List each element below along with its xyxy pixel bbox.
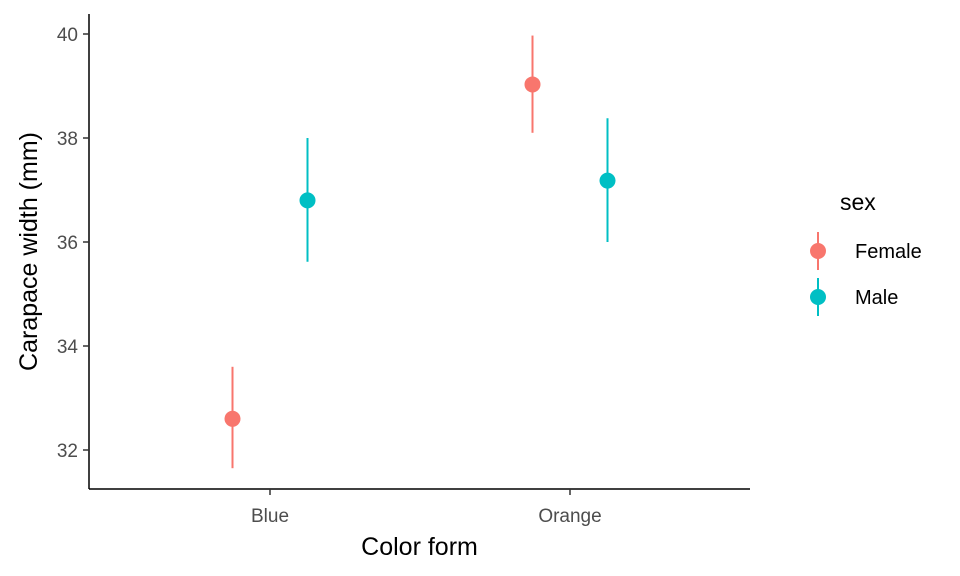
legend-key-point xyxy=(810,243,826,259)
legend-label: Male xyxy=(855,287,898,309)
data-point xyxy=(224,410,241,427)
y-axis-ticks: 32 34 36 38 40 xyxy=(57,25,89,462)
data-point xyxy=(524,76,541,93)
y-tick-label: 40 xyxy=(57,25,78,46)
y-tick-label: 36 xyxy=(57,233,78,254)
x-axis-ticks: Blue Orange xyxy=(251,489,602,527)
data-point xyxy=(299,192,316,209)
legend-title: sex xyxy=(840,189,876,215)
legend-label: Female xyxy=(855,241,922,263)
x-axis-title: Color form xyxy=(361,533,478,561)
x-tick-label: Orange xyxy=(538,506,601,527)
y-tick-label: 32 xyxy=(57,441,78,462)
y-axis-title: Carapace width (mm) xyxy=(15,132,43,371)
legend: sex Female Male xyxy=(810,189,922,316)
x-tick-label: Blue xyxy=(251,506,289,527)
data-point xyxy=(599,172,616,189)
y-tick-label: 34 xyxy=(57,337,79,358)
y-tick-label: 38 xyxy=(57,129,78,150)
legend-key-point xyxy=(810,289,826,305)
plot-marks xyxy=(224,35,616,469)
